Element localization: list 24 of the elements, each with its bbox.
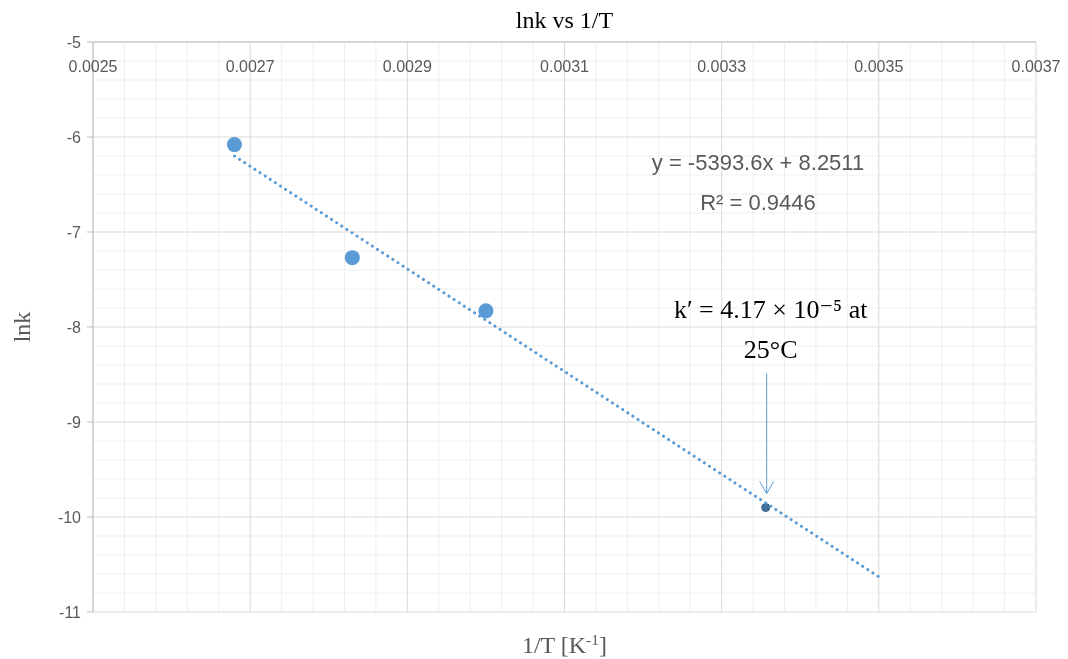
y-tick-label: -10 [57,508,82,526]
x-tick-label: 0.0029 [382,58,432,75]
y-tick-label: -5 [66,33,82,51]
x-tick-label: 0.0027 [225,58,275,75]
y-tick-label: -9 [66,413,82,431]
annotation: R² = 0.9446 [700,190,816,215]
y-axis-title: lnk [9,311,35,343]
x-tick-label: 0.0025 [68,58,118,75]
x-tick-label: 0.0035 [854,58,904,75]
point [478,303,494,319]
annotation: y = -5393.6x + 8.2511 [651,150,865,175]
x-tick-label: 0.0037 [1011,58,1061,75]
x-axis-title: 1/T [K$^{-1}$] [521,630,608,658]
x-tick-label: 0.0033 [697,58,747,75]
point [344,250,360,266]
annotation: k′ = 4.17 × 10⁻⁵ at 25°C [673,294,869,364]
y-tick-label: -7 [66,223,82,241]
y-tick-label: -8 [66,318,82,336]
y-tick-label: -11 [59,603,82,621]
point [761,503,771,512]
point [226,137,242,153]
x-tick-label: 0.0031 [540,58,590,75]
chart-title: lnk vs 1/T [515,7,614,33]
y-tick-label: -6 [66,128,82,146]
